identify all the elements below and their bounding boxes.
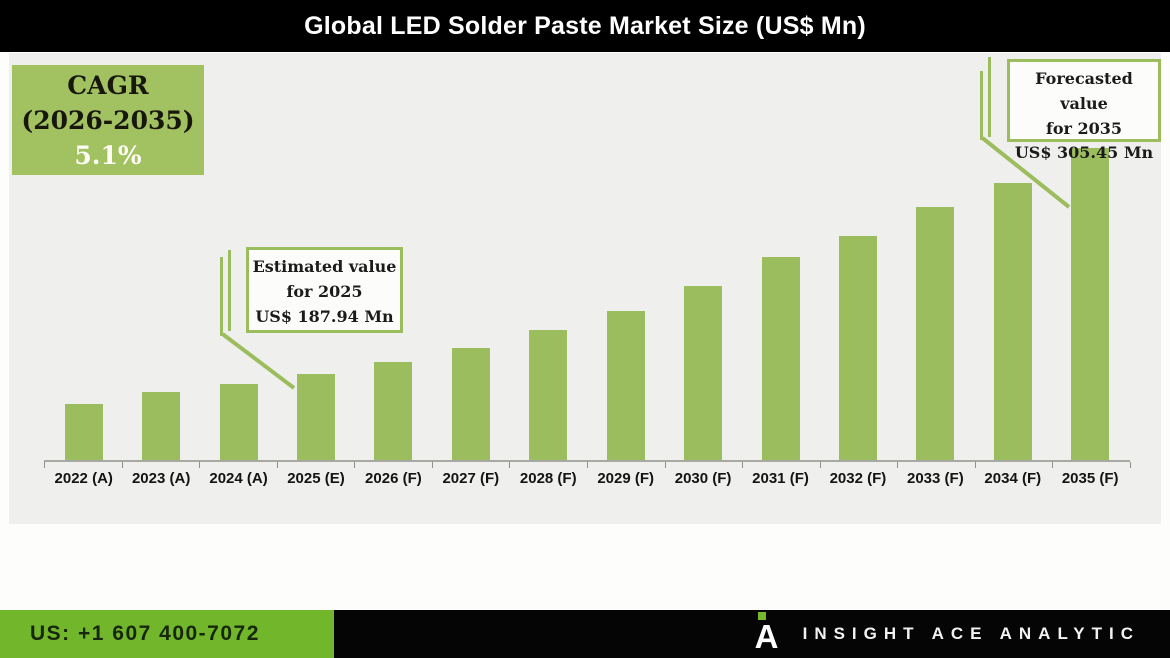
bar-2023 (A) [142, 392, 181, 460]
footer-bar: US: +1 607 400-7072 A INSIGHT ACE ANALYT… [0, 610, 1170, 658]
phone-box: US: +1 607 400-7072 [0, 610, 334, 658]
brand-block: A INSIGHT ACE ANALYTIC [755, 610, 1140, 658]
axis-tick [354, 462, 356, 468]
axis-label: 2031 (F) [752, 470, 809, 487]
axis-label: 2032 (F) [829, 470, 887, 487]
axis-label: 2025 (E) [287, 470, 345, 487]
axis-tick [509, 462, 511, 468]
axis-tick [897, 462, 899, 468]
axis-label: 2033 (F) [907, 470, 964, 487]
axis-label: 2027 (F) [442, 470, 500, 487]
axis-tick [431, 462, 433, 468]
bar-slot [587, 148, 664, 460]
logos-strip: Market Contributors: AIMCo Heraeus Indiu… [0, 525, 1170, 610]
page-title: Global LED Solder Paste Market Size (US$… [304, 11, 866, 40]
bar-2025 (E) [296, 374, 335, 460]
bar-2028 (F) [529, 330, 568, 460]
cagr-period: (2026-2035) [21, 105, 195, 135]
bar-slot [355, 148, 432, 460]
axis-tick [587, 462, 588, 468]
bar-2031 (F) [761, 256, 800, 460]
x-axis-line [44, 460, 1130, 462]
cagr-label: CAGR [67, 70, 149, 100]
bar-slot [819, 148, 896, 460]
bar-slot [510, 148, 587, 460]
axis-label: 2034 (F) [984, 470, 1042, 487]
forecasted-value-callout: Forecasted value for 2035 US$ 305.45 Mn [1007, 59, 1161, 162]
bar-2032 (F) [838, 236, 877, 460]
bar-slot [432, 148, 509, 460]
estimated-callout-line1: Estimated value [252, 257, 397, 276]
axis-label: 2030 (F) [674, 470, 732, 487]
axis-tick [742, 462, 744, 468]
cagr-box: CAGR (2026-2035) 5.1% [12, 65, 204, 175]
cagr-value: 5.1% [74, 140, 142, 170]
logo-green-square-icon [757, 612, 766, 620]
axis-ticks [44, 462, 1131, 469]
estimated-callout-line2: for 2025 [286, 281, 363, 301]
bar-slot [122, 148, 199, 460]
bar-slot [1051, 148, 1128, 460]
axis-label: 2023 (A) [131, 470, 191, 487]
estimated-value-callout: Estimated value for 2025 US$ 187.94 Mn [246, 247, 403, 333]
axis-tick [974, 462, 976, 468]
axis-label: 2035 (F) [1061, 470, 1119, 487]
axis-label: 2024 (A) [209, 470, 268, 487]
bar-slot [974, 148, 1051, 460]
logo-letter-a: A [754, 618, 779, 655]
axis-labels: 2022 (A) 2023 (A) 2024 (A) 2025 (E) 2026 (F)… [45, 467, 1129, 487]
bar-plot [45, 148, 1129, 460]
bar-2026 (F) [374, 361, 413, 460]
brand-name: INSIGHT ACE ANALYTIC [802, 624, 1140, 643]
bar-2022 (A) [64, 404, 103, 460]
bar-slot [897, 148, 974, 460]
bar-2029 (F) [606, 311, 645, 460]
axis-label: 2026 (F) [365, 470, 422, 487]
axis-tick [121, 462, 123, 468]
bar-2030 (F) [684, 286, 723, 460]
axis-tick [819, 462, 821, 468]
axis-label: 2022 (A) [54, 470, 113, 487]
axis-tick [1052, 462, 1054, 468]
bar-2024 (A) [219, 384, 258, 460]
bar-slot [742, 148, 819, 460]
forecasted-callout-value: US$ 305.45 Mn [1014, 143, 1154, 163]
bar-2035 (F) [1071, 148, 1110, 460]
forecasted-callout-line2: for 2035 [1045, 118, 1123, 138]
bar-slot [45, 148, 122, 460]
title-bar: Global LED Solder Paste Market Size (US$… [0, 0, 1170, 52]
forecasted-callout-line1: Forecasted value [1035, 69, 1133, 113]
phone-number: US: +1 607 400-7072 [30, 622, 260, 645]
bar-slot [664, 148, 741, 460]
bar-2033 (F) [916, 207, 955, 460]
axis-tick [276, 462, 278, 468]
insight-ace-logo-icon: A [755, 611, 785, 657]
bar-2034 (F) [993, 182, 1032, 460]
axis-tick [44, 462, 45, 468]
axis-label: 2028 (F) [519, 470, 577, 487]
bar-slot [200, 148, 277, 460]
axis-tick [199, 462, 201, 468]
estimated-callout-value: US$ 187.94 Mn [255, 306, 394, 326]
bar-slot [277, 148, 354, 460]
axis-tick [1130, 462, 1131, 468]
axis-tick [664, 462, 666, 468]
bar-2027 (F) [451, 347, 490, 460]
axis-label: 2029 (F) [597, 470, 655, 487]
